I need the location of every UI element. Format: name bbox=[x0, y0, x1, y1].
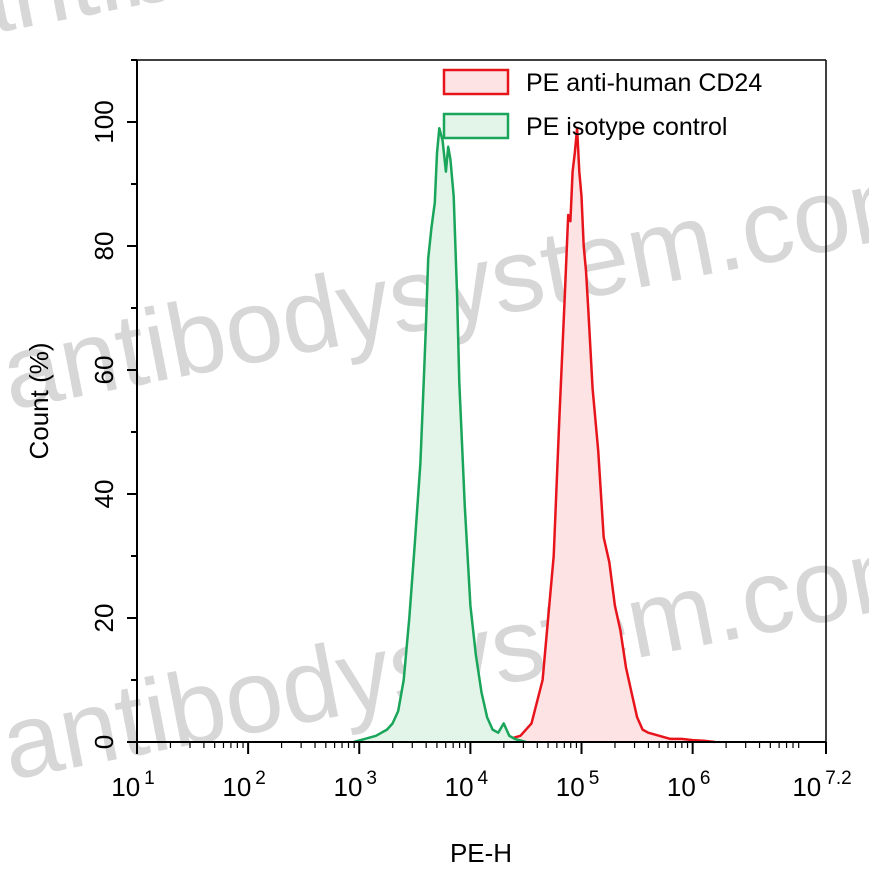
y-tick-label: 80 bbox=[89, 232, 119, 261]
x-tick-label: 10 7.2 bbox=[792, 768, 851, 802]
tick-layer: 0 20 40 60 80 100 10 1 10 2 10 3 10 4 10 5 10 6 10 7.2 bbox=[89, 59, 852, 802]
y-tick-label: 0 bbox=[89, 735, 119, 749]
x-tick-label: 10 5 bbox=[556, 768, 600, 802]
y-axis-title: Count (%) bbox=[24, 342, 54, 459]
x-tick-label: 10 3 bbox=[334, 768, 378, 802]
y-tick-label: 60 bbox=[89, 356, 119, 385]
legend-label-1: PE anti-human CD24 bbox=[526, 69, 762, 97]
legend-label-2: PE isotype control bbox=[526, 113, 728, 141]
series-layer bbox=[353, 126, 716, 744]
series-2-area bbox=[353, 128, 526, 742]
x-axis-title: PE-H bbox=[450, 838, 512, 868]
series-1-line bbox=[497, 126, 716, 744]
watermark-text-top: antibodysystem.com bbox=[0, 0, 869, 63]
y-tick-label: 40 bbox=[89, 480, 119, 509]
legend-swatch-1 bbox=[442, 68, 510, 96]
series-2-line bbox=[353, 126, 527, 744]
x-tick-label: 10 2 bbox=[222, 768, 266, 802]
legend: PE anti-human CD24 PE isotype control bbox=[442, 68, 762, 141]
x-tick-label: 10 4 bbox=[445, 768, 489, 802]
series-1-area bbox=[498, 128, 715, 742]
legend-swatch-2 bbox=[442, 112, 510, 140]
y-tick-label: 100 bbox=[89, 100, 119, 143]
plot-frame bbox=[136, 59, 827, 743]
x-tick-label: 10 1 bbox=[111, 768, 155, 802]
x-tick-label: 10 6 bbox=[667, 768, 711, 802]
y-tick-label: 20 bbox=[89, 604, 119, 633]
